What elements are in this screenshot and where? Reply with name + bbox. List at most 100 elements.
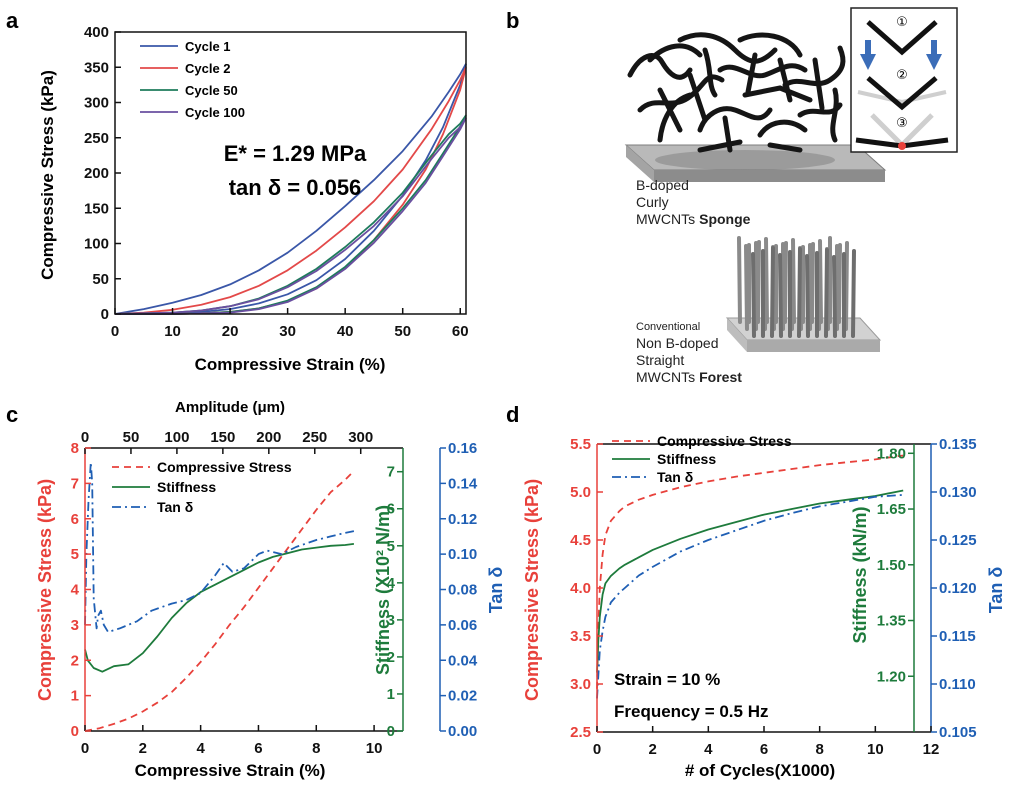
y-axis-tick-label-5: 250 <box>84 130 109 147</box>
svg-text:②: ② <box>896 67 908 82</box>
legend-label-3: Cycle 100 <box>185 105 245 120</box>
left-y-axis-tick-label-3: 3 <box>71 617 79 634</box>
series-line-1 <box>596 489 904 673</box>
buckling-stage-3-icon: ③ <box>855 113 949 150</box>
nanotube-pillar-14 <box>763 248 768 331</box>
nanotube-pillar-0 <box>737 236 742 324</box>
tan-delta-axis-tick-label-6: 0.12 <box>448 511 477 528</box>
nanotube-pillar-17 <box>790 249 795 331</box>
top-x-axis-tick-label-4: 200 <box>256 429 281 446</box>
annotation-frequency: Frequency = 0.5 Hz <box>614 702 768 721</box>
x-axis-tick-label-2: 20 <box>222 323 239 340</box>
legend-label-2: Cycle 50 <box>185 83 238 98</box>
x-axis-tick-label-5: 50 <box>394 323 411 340</box>
x-axis-tick-label-1: 10 <box>164 323 181 340</box>
series-line-2 <box>596 494 904 699</box>
left-y-axis-tick-label-5: 5.0 <box>570 484 591 501</box>
series-line-0 <box>596 454 904 689</box>
top-x-axis-tick-label-3: 150 <box>210 429 235 446</box>
tan-delta-axis-label: Tan δ <box>986 567 1006 614</box>
nanotube-pillar-12 <box>744 244 749 331</box>
legend-label-0: Compressive Stress <box>157 459 292 475</box>
panel-letter-a: a <box>6 8 19 33</box>
stiffness-axis-tick-label-3: 1.65 <box>877 501 906 518</box>
sponge-caption-line1: B-doped <box>636 177 689 193</box>
left-y-axis-tick-label-2: 3.5 <box>570 628 591 645</box>
y-axis-label: Compressive Stress (kPa) <box>38 70 57 280</box>
nanotube-pillar-11 <box>837 243 842 324</box>
legend-label-0: Compressive Stress <box>657 433 792 449</box>
series-line-0 <box>114 63 467 315</box>
nanotube-pillar-5 <box>783 241 788 324</box>
forest-caption-line4: MWCNTs Forest <box>636 369 742 385</box>
tan-delta-axis-tick-label-1: 0.110 <box>939 676 976 693</box>
nanotube-pillar-20 <box>817 250 822 331</box>
series-line-2 <box>84 461 355 633</box>
x-axis-tick-label-1: 2 <box>139 740 147 757</box>
stiffness-axis-tick-label-2: 2 <box>387 649 395 666</box>
series-line-0 <box>84 470 355 732</box>
tan-delta-axis-tick-label-2: 0.04 <box>448 652 478 669</box>
left-y-axis-label: Compressive Stress (kPa) <box>522 479 542 701</box>
stiffness-axis-tick-label-6: 6 <box>387 501 395 518</box>
legend-label-1: Stiffness <box>157 479 216 495</box>
nanotube-pillar-8 <box>810 242 815 324</box>
y-axis-tick-label-2: 100 <box>84 236 109 253</box>
x-axis-label: # of Cycles(X1000) <box>685 761 835 780</box>
stiffness-axis-label: Stiffness (X10² N/m) <box>373 505 393 675</box>
x-axis-label: Compressive Strain (%) <box>135 761 326 780</box>
stiffness-axis-tick-label-5: 5 <box>387 538 395 555</box>
x-axis-tick-label-3: 6 <box>254 740 262 757</box>
top-x-axis-tick-label-5: 250 <box>302 429 327 446</box>
stiffness-axis-tick-label-7: 7 <box>387 464 395 481</box>
top-x-axis-tick-label-0: 0 <box>81 429 89 446</box>
legend-label-1: Stiffness <box>657 451 716 467</box>
tan-delta-axis-label: Tan δ <box>486 567 506 614</box>
y-axis-tick-label-0: 0 <box>101 306 109 323</box>
tan-delta-axis-tick-label-4: 0.08 <box>448 582 477 599</box>
forest-caption-line1: Conventional <box>636 321 700 333</box>
tan-delta-axis-tick-label-0: 0.00 <box>448 723 477 740</box>
left-y-axis-tick-label-4: 4.5 <box>570 532 591 549</box>
buckling-stage-2-icon: ② <box>857 67 947 111</box>
tan-delta-axis-tick-label-5: 0.10 <box>448 546 477 563</box>
nanotube-pillar-29 <box>797 247 802 338</box>
y-axis-tick-label-8: 400 <box>84 24 109 41</box>
x-axis-tick-label-0: 0 <box>81 740 89 757</box>
stiffness-axis-tick-label-1: 1 <box>387 686 395 703</box>
tan-delta-axis-tick-label-2: 0.115 <box>939 628 976 645</box>
legend-label-2: Tan δ <box>657 469 693 485</box>
y-axis-tick-label-3: 150 <box>84 200 109 217</box>
x-axis-tick-label-0: 0 <box>111 323 119 340</box>
left-y-axis-tick-label-0: 0 <box>71 723 79 740</box>
left-y-axis-tick-label-7: 7 <box>71 475 79 492</box>
forest-caption-line3: Straight <box>636 352 684 368</box>
x-axis-tick-label-4: 40 <box>337 323 354 340</box>
series-line-1 <box>115 63 467 315</box>
tan-delta-axis-tick-label-0: 0.105 <box>939 724 977 741</box>
panel-letter-c: c <box>6 402 18 427</box>
straight-nanotubes-icon <box>737 236 856 338</box>
x-axis-tick-label-6: 60 <box>452 323 469 340</box>
nanotube-pillar-35 <box>851 249 856 338</box>
panel-d-chart: 0 2 4 6 8 10 12 2.5 3.0 3.5 4.0 4.5 5.0 5.5 1.20 1.35 1.… <box>522 433 1006 780</box>
panel-a-chart: 0 10 20 30 40 50 60 0 50 100 150 200 250 300 350 400 Cy… <box>38 24 469 374</box>
stiffness-axis-label: Stiffness (kN/m) <box>850 506 870 643</box>
annotation-strain: Strain = 10 % <box>614 670 720 689</box>
annotation-modulus: E* = 1.29 MPa <box>224 141 367 166</box>
x-axis-label: Compressive Strain (%) <box>195 355 386 374</box>
nanotube-pillar-26 <box>770 246 775 338</box>
left-y-axis-tick-label-4: 4 <box>71 582 80 599</box>
nanotube-pillar-23 <box>844 241 849 331</box>
nanotube-pillar-32 <box>824 248 829 338</box>
left-y-axis-tick-label-1: 1 <box>71 688 79 705</box>
nanotube-pillar-33 <box>832 255 837 338</box>
curly-nanotubes-icon <box>627 32 846 153</box>
sponge-substrate-front <box>654 170 885 182</box>
left-y-axis-tick-label-1: 3.0 <box>570 676 591 693</box>
compression-arrows-icon <box>860 40 942 70</box>
left-y-axis-label: Compressive Stress (kPa) <box>35 479 55 701</box>
sponge-caption-line2: Curly <box>636 194 669 210</box>
tan-delta-axis-tick-label-6: 0.135 <box>939 436 977 453</box>
